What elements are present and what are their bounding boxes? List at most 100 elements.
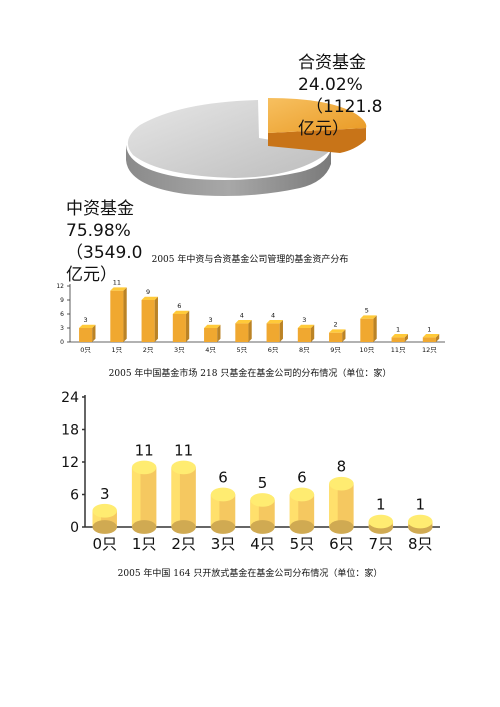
bar-5: 4 5只 [235,311,252,354]
category-label: 10只 [359,346,374,354]
pie-chart-caption: 2005 年中资与合资基金公司管理的基金资产分布 [151,255,349,265]
bar-front [235,323,249,342]
open-fund-distribution-164-chart: 0 6 12 18 24 3 0只 11 1只 11 2只 6 3只 5 4只 6 5只 8 6只 1 7只 1 8只 [61,390,440,554]
category-label: 4只 [205,346,216,354]
bar-1: 11 1只 [132,441,157,553]
pie-slice-zhongzi-side [126,145,331,196]
bar-top [289,487,315,502]
category-label: 6只 [329,535,354,553]
bar-side [279,320,283,342]
bar-value-label: 1 [376,496,386,514]
bar-top [92,503,117,518]
bar-front [422,337,436,342]
bar-highlight [92,510,102,527]
bar-value-label: 11 [113,279,121,287]
bar-base [250,520,275,534]
bar-2: 9 2只 [141,288,158,354]
bar-7: 3 8只 [297,316,315,354]
bar-3: 6 3只 [211,469,236,554]
bar-4: 3 4只 [204,316,221,354]
bar-top [297,324,315,328]
bar-value-label: 6 [297,469,307,487]
bar-value-label: 9 [146,288,150,296]
pie-chart-svg [126,98,367,196]
bar-value-label: 11 [174,441,193,459]
y-tick-label: 6 [60,311,64,318]
bar-highlight [329,483,338,527]
category-label: 1只 [112,346,123,354]
bar-2: 11 2只 [171,441,196,553]
bar-value-label: 3 [84,316,88,324]
bar-value-label: 1 [416,496,426,514]
bar-base [171,520,196,534]
bar-front [141,300,155,342]
bar-side [373,315,377,342]
category-label: 2只 [171,535,196,553]
bar-value-label: 8 [337,458,347,476]
bar-6: 8 6只 [329,458,354,553]
bar-base [210,520,236,534]
category-label: 2只 [143,346,154,354]
category-label: 1只 [132,535,157,553]
bar-4: 5 4只 [250,474,275,553]
bar-0: 3 0只 [79,316,96,354]
bar-top [266,320,283,324]
bar-top [210,487,236,502]
bar-side [404,334,408,342]
category-label: 7只 [369,535,394,553]
bar-side [248,320,252,342]
category-label: 3只 [174,346,185,354]
bar-base [289,520,315,534]
y-tick-label: 12 [56,283,64,290]
bar-top [171,460,196,475]
bar-1: 11 1只 [110,279,127,354]
bar-side [310,324,315,342]
bar-side [435,334,440,342]
bar-value-label: 6 [218,469,228,487]
zhongzi-value: （3549.0亿元） [66,243,143,285]
bar-top [141,296,158,300]
y-tick-label: 24 [61,390,79,406]
bar-top [172,310,190,314]
bar-top [368,514,394,529]
category-label: 0只 [80,346,91,354]
bar-11: 1 12只 [422,325,440,354]
bar-front [204,328,218,342]
bar-value-label: 6 [177,302,181,310]
bar-value-label: 3 [302,316,306,324]
bar-9: 5 10只 [359,307,377,354]
category-label: 5只 [237,346,248,354]
bar-value-label: 1 [396,325,400,333]
bar-top [329,329,346,333]
pie-label-hezi: 合资基金 24.02% （1121.8亿元） [298,52,382,140]
bar-value-label: 4 [240,311,244,319]
bar-top [408,514,433,529]
pie-slice-zhongzi [127,100,331,178]
bar-base [92,520,117,534]
bar-front [329,332,343,342]
bar-front [172,314,186,342]
y-tick-label: 6 [70,487,79,503]
bar-value-label: 5 [258,474,268,492]
category-label: 4只 [250,535,275,553]
bar-top [422,334,440,338]
category-label: 6只 [268,346,279,354]
bar-value-label: 11 [135,441,154,459]
bar-front [297,328,311,342]
y-tick-label: 3 [60,325,64,332]
bar-side [185,310,190,342]
bar-value-label: 3 [209,316,213,324]
zhongzi-percent: 75.98% [66,221,131,241]
hezi-name: 合资基金 [298,53,366,73]
y-tick-label: 9 [60,297,64,304]
bar-side [92,324,96,342]
bar-side [123,287,127,342]
bar-highlight [250,499,259,527]
bar-8: 2 9只 [329,321,346,354]
bar-value-label: 5 [365,307,369,315]
bar-value-label: 3 [100,485,110,503]
pie-slice-hezi [268,98,367,133]
y-tick-label: 0 [70,520,79,536]
y-tick-label: 12 [61,455,79,471]
hezi-value: （1121.8亿元） [298,97,383,139]
